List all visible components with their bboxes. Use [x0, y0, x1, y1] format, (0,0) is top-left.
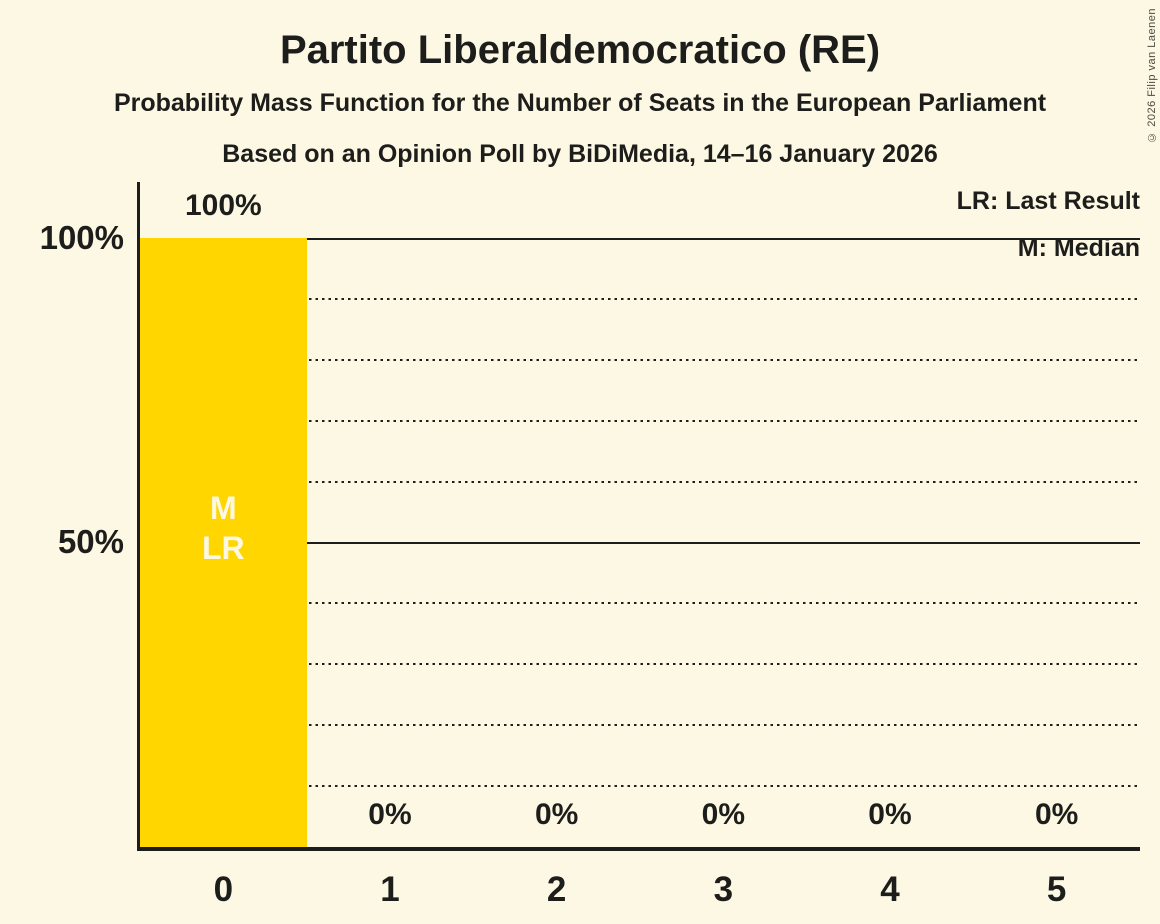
bar-value-label-1: 0% [368, 798, 412, 831]
chart-title: Partito Liberaldemocratico (RE) [279, 28, 881, 72]
y-axis-tick-label-50: 50% [57, 523, 124, 560]
gridline-dotted-20 [140, 724, 1140, 726]
gridline-solid-100 [140, 238, 1140, 240]
y-axis-tick-label-100: 100% [39, 219, 124, 256]
bar-value-label-0: 100% [184, 189, 262, 222]
bar-value-label-5: 0% [1034, 798, 1079, 831]
y-axis-line [137, 182, 140, 851]
gridline-dotted-80 [140, 359, 1140, 361]
bar-value-label-4: 0% [868, 798, 912, 831]
gridline-dotted-70 [140, 420, 1140, 422]
gridline-dotted-10 [140, 785, 1140, 787]
x-axis-category-2: 2 [546, 870, 567, 909]
bar-seats-0 [140, 238, 307, 847]
x-axis-labels: 0 1 2 3 4 5 [140, 866, 1140, 914]
gridline-dotted-60 [140, 481, 1140, 483]
x-axis-category-4: 4 [880, 870, 900, 909]
gridline-dotted-30 [140, 663, 1140, 665]
chart-source-line: Based on an Opinion Poll by BiDiMedia, 1… [222, 140, 938, 168]
x-axis-category-3: 3 [713, 870, 734, 909]
gridline-dotted-90 [140, 298, 1140, 300]
bar-value-label-2: 0% [534, 798, 579, 831]
chart-subtitle: Probability Mass Function for the Number… [113, 89, 1047, 117]
x-axis-category-5: 5 [1046, 870, 1067, 909]
legend-last-result: LR: Last Result [956, 187, 1140, 215]
x-axis-line [137, 847, 1140, 851]
gridline-dotted-40 [140, 602, 1140, 604]
bar-annotation-median-lastresult: M LR [202, 490, 245, 566]
bar-value-label-3: 0% [701, 798, 745, 831]
plot-area: 100% 0% 0% 0% 0% 0% M LR [140, 189, 1140, 847]
x-axis-category-0: 0 [213, 870, 234, 909]
gridline-solid-50 [140, 542, 1140, 544]
x-axis-category-1: 1 [380, 870, 400, 909]
